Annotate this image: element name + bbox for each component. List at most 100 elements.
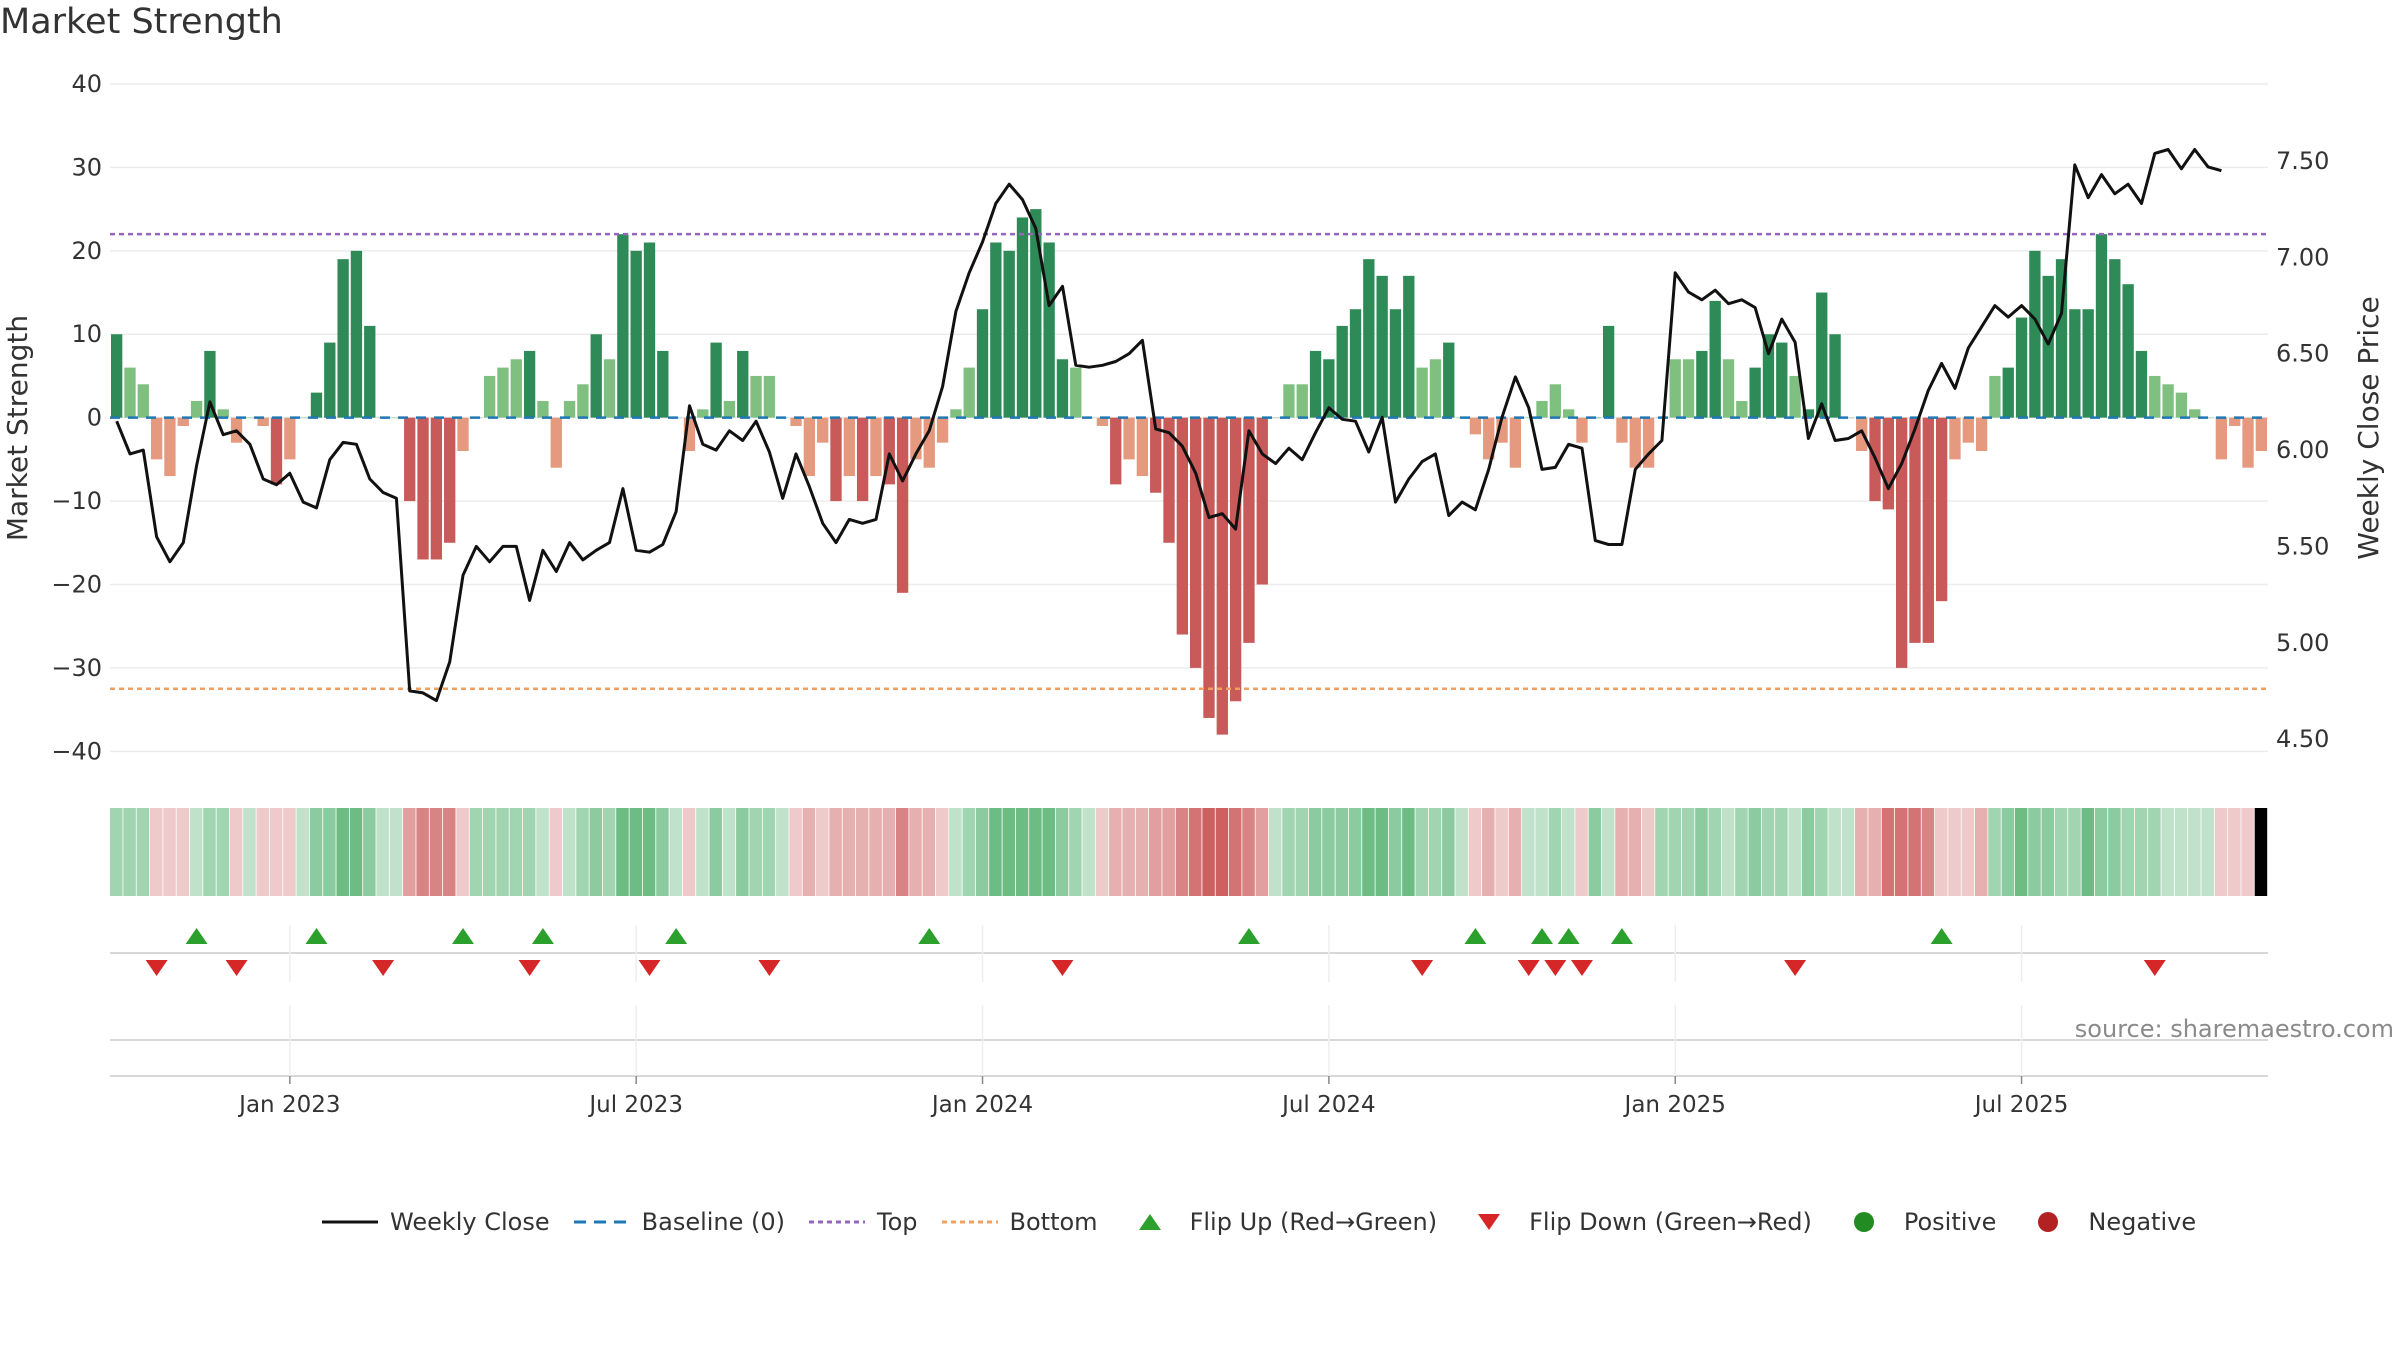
intensity-band [722, 808, 736, 896]
intensity-band [2134, 808, 2148, 896]
strength-bar [2042, 275, 2054, 418]
flip-up-marker [1464, 928, 1487, 944]
intensity-band [1855, 808, 1868, 896]
strength-bar [1562, 409, 1575, 418]
strength-bar [1709, 300, 1721, 418]
intensity-band [1988, 808, 2001, 896]
strength-bar [2082, 309, 2094, 418]
strength-bar [1696, 350, 1708, 418]
strength-bar [2175, 392, 2188, 418]
strength-bar [1403, 275, 1415, 418]
strength-bar [430, 417, 443, 560]
intensity-band [2228, 808, 2241, 896]
strength-bar [617, 234, 629, 418]
y-tick-label: 0 [87, 404, 102, 432]
intensity-band [1761, 808, 1775, 896]
strength-bar [2229, 417, 2241, 426]
legend-label: Positive [1903, 1208, 1997, 1236]
intensity-band [829, 808, 842, 896]
intensity-band [1109, 808, 1122, 896]
legend-label: Flip Up (Red→Green) [1189, 1208, 1438, 1236]
strength-bar [364, 325, 376, 418]
intensity-band [922, 808, 936, 896]
strength-bar [1429, 359, 1442, 418]
intensity-band [269, 808, 283, 896]
y-tick-label: 10 [71, 320, 102, 348]
intensity-band [1282, 808, 1295, 896]
intensity-band [1095, 808, 1109, 896]
legend-item-flip_up: Flip Up (Red→Green) [1120, 1208, 1438, 1236]
intensity-band [1388, 808, 1402, 896]
flip-down-marker [225, 960, 248, 976]
intensity-band [1375, 808, 1389, 896]
strength-bar [1496, 417, 1508, 443]
y2-tick-label: 7.50 [2276, 147, 2329, 175]
intensity-band [1295, 808, 1309, 896]
strength-bar [803, 417, 816, 477]
intensity-band [522, 808, 536, 896]
strength-bar [137, 384, 149, 418]
intensity-band [229, 808, 243, 896]
strength-bar [1856, 417, 1868, 452]
strength-bar [1030, 209, 1042, 418]
strength-bar [350, 250, 363, 418]
strength-bar [1602, 325, 1615, 418]
intensity-band [1841, 808, 1855, 896]
intensity-band [1801, 808, 1815, 896]
intensity-band [256, 808, 270, 896]
intensity-band [1748, 808, 1762, 896]
intensity-band [496, 808, 509, 896]
intensity-band [949, 808, 962, 896]
intensity-band [1601, 808, 1615, 896]
legend-swatch-positive [1853, 1212, 1874, 1232]
intensity-band [1895, 808, 1908, 896]
strength-bar [1123, 417, 1135, 460]
strength-bar [750, 375, 762, 418]
intensity-band [736, 808, 749, 896]
intensity-band [149, 808, 163, 896]
strength-bar [1190, 417, 1202, 668]
strength-bar [404, 417, 416, 502]
intensity-band [536, 808, 549, 896]
strength-bar [790, 417, 802, 426]
intensity-band [1561, 808, 1575, 896]
intensity-band [1641, 808, 1655, 896]
intensity-band [1162, 808, 1175, 896]
strength-bar [2189, 409, 2201, 418]
intensity-band [2028, 808, 2041, 896]
intensity-band [2148, 808, 2161, 896]
intensity-band [243, 808, 256, 896]
strength-bar [483, 375, 496, 418]
strength-bar [1216, 417, 1228, 735]
strength-bar [111, 334, 123, 418]
intensity-band [1708, 808, 1722, 896]
intensity-band [1122, 808, 1135, 896]
y-tick-label: 20 [71, 237, 102, 265]
intensity-band [1788, 808, 1801, 896]
y2-tick-label: 7.00 [2276, 243, 2329, 271]
strength-bar [2002, 367, 2014, 418]
intensity-band [1535, 808, 1548, 896]
flip-up-marker [1610, 928, 1633, 944]
intensity-band [1615, 808, 1628, 896]
strength-bar [1789, 375, 1801, 418]
intensity-band [216, 808, 230, 896]
intensity-band [1242, 808, 1255, 896]
strength-bar [1016, 217, 1029, 418]
intensity-band [1655, 808, 1668, 896]
intensity-band [1668, 808, 1682, 896]
strength-bar [2015, 317, 2028, 418]
intensity-band [1255, 808, 1269, 896]
intensity-band [1575, 808, 1588, 896]
intensity-band [1082, 808, 1095, 896]
legend-swatch-top [809, 1220, 866, 1224]
strength-bar [217, 409, 229, 418]
intensity-band [1881, 808, 1895, 896]
flip-down-marker [1544, 960, 1567, 976]
intensity-band [110, 808, 123, 896]
flip-down-marker [145, 960, 168, 976]
intensity-band [1402, 808, 1415, 896]
intensity-band [709, 808, 722, 896]
y-tick-label: −30 [51, 654, 102, 682]
